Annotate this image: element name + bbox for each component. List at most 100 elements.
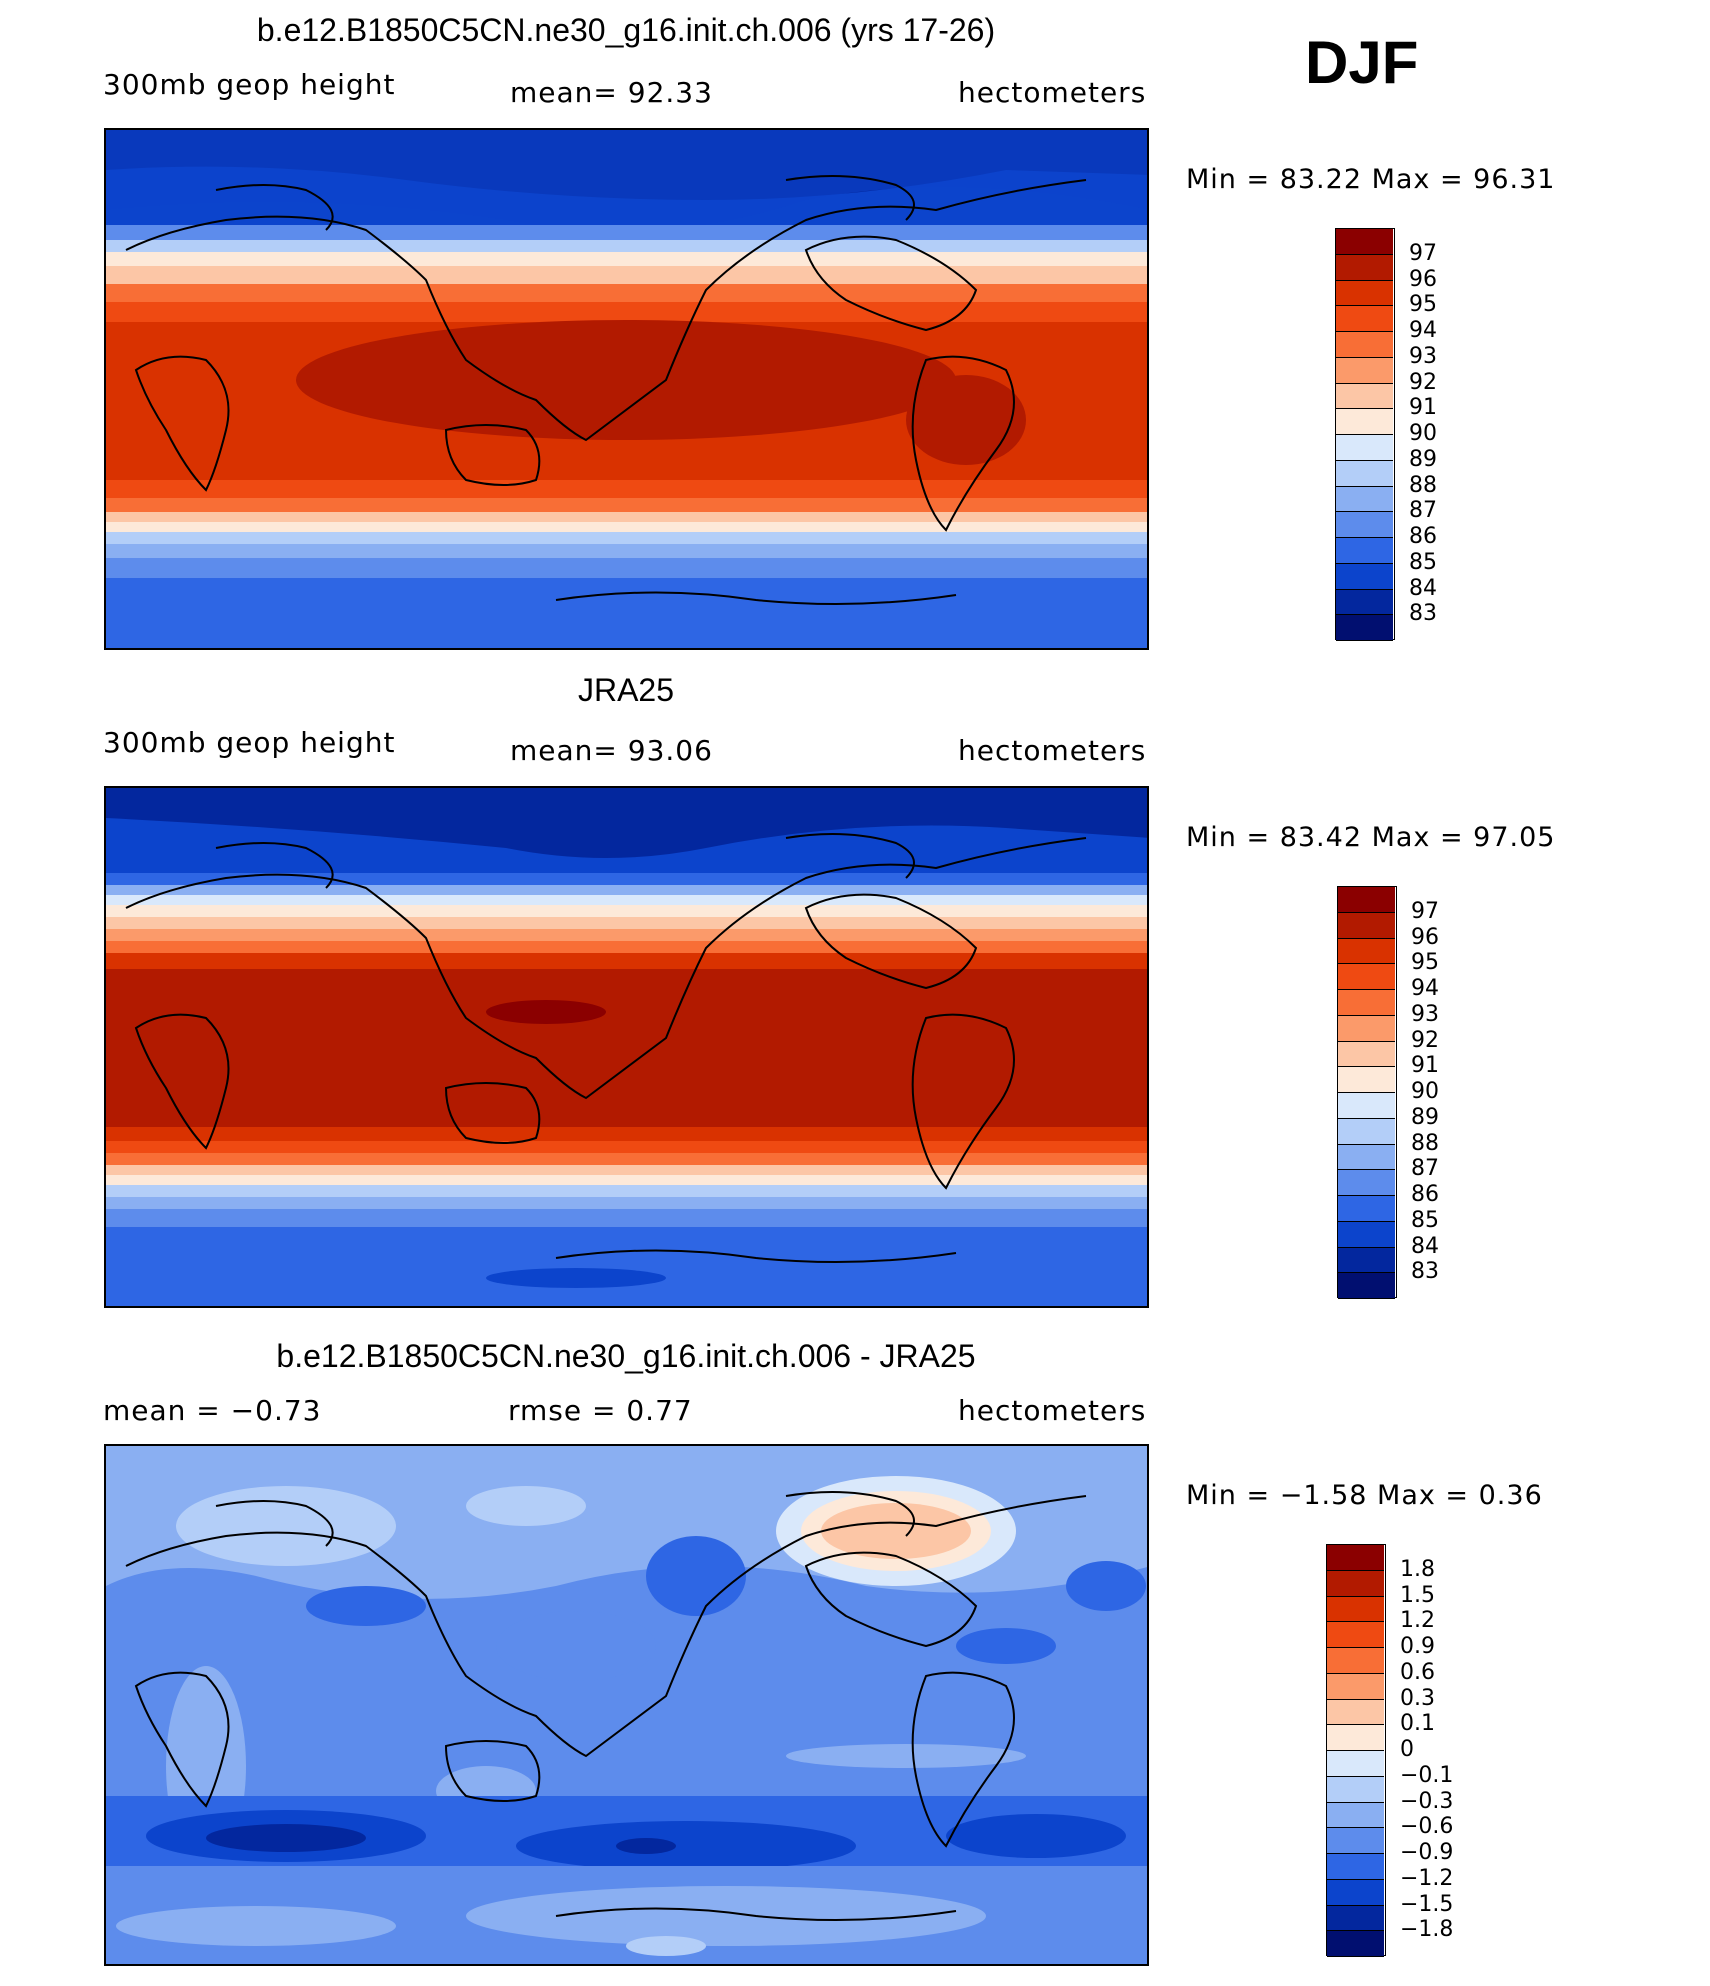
panel-minmax-model: Min = 83.22 Max = 96.31 bbox=[1186, 164, 1556, 195]
colorbar-tick-label: −0.1 bbox=[1400, 1762, 1454, 1788]
colorbar-swatch bbox=[1338, 1247, 1395, 1274]
colorbar-tick-label: −1.5 bbox=[1400, 1891, 1454, 1917]
colorbar-tick-label: 83 bbox=[1411, 1259, 1439, 1285]
colorbar-swatch bbox=[1336, 254, 1393, 281]
panel-minmax-obs: Min = 83.42 Max = 97.05 bbox=[1186, 822, 1556, 853]
colorbar-swatch bbox=[1327, 1725, 1384, 1751]
colorbar-swatch bbox=[1327, 1699, 1384, 1726]
colorbar-swatch bbox=[1338, 1144, 1395, 1171]
colorbar-swatch bbox=[1327, 1648, 1384, 1674]
panel-minmax-diff: Min = −1.58 Max = 0.36 bbox=[1186, 1480, 1543, 1511]
colorbar-boxes-model bbox=[1335, 228, 1395, 641]
panel-mean-label-obs: mean= 93.06 bbox=[510, 734, 713, 767]
colorbar-tick-label: 94 bbox=[1409, 318, 1437, 343]
colorbar-tick-label: 87 bbox=[1411, 1156, 1439, 1182]
colorbar-swatch bbox=[1338, 887, 1395, 913]
colorbar-tick-label: −1.8 bbox=[1400, 1917, 1454, 1943]
panel-title-model: b.e12.B1850C5CN.ne30_g16.init.ch.006 (yr… bbox=[256, 12, 996, 48]
colorbar-swatch bbox=[1336, 486, 1393, 513]
colorbar-swatch bbox=[1338, 990, 1395, 1016]
colorbar-tick-label: 95 bbox=[1411, 950, 1439, 976]
panel-title-obs: JRA25 bbox=[577, 672, 675, 708]
colorbar-tick-label: −1.2 bbox=[1400, 1865, 1454, 1891]
colorbar-swatch bbox=[1338, 1170, 1395, 1196]
colorbar-swatch bbox=[1327, 1854, 1384, 1880]
colorbar-tick-label: 1.8 bbox=[1400, 1556, 1435, 1582]
panel-title-diff: b.e12.B1850C5CN.ne30_g16.init.ch.006 - J… bbox=[276, 1338, 976, 1374]
colorbar-swatch bbox=[1338, 938, 1395, 965]
colorbar-swatch bbox=[1327, 1905, 1384, 1932]
map-panel-diff bbox=[104, 1444, 1149, 1966]
colorbar-swatch bbox=[1338, 912, 1395, 939]
colorbar-boxes-diff bbox=[1326, 1544, 1386, 1957]
map-obs-svg bbox=[106, 788, 1147, 1306]
colorbar-boxes-obs bbox=[1337, 886, 1397, 1299]
colorbar-swatch bbox=[1338, 1093, 1395, 1119]
colorbar-swatch bbox=[1338, 1015, 1395, 1042]
colorbar-tick-label: 95 bbox=[1409, 292, 1437, 318]
colorbar-swatch bbox=[1327, 1802, 1384, 1829]
colorbar-swatch bbox=[1327, 1931, 1384, 1957]
colorbar-tick-label: 88 bbox=[1411, 1130, 1439, 1156]
colorbar-swatch bbox=[1336, 332, 1393, 358]
colorbar-tick-label: 92 bbox=[1411, 1027, 1439, 1053]
colorbar-swatch bbox=[1336, 538, 1393, 564]
panel-left-label-model: 300mb geop height bbox=[103, 68, 396, 101]
colorbar-swatch bbox=[1338, 1273, 1395, 1299]
map-panel-obs bbox=[104, 786, 1149, 1308]
colorbar-tick-label: 86 bbox=[1411, 1182, 1439, 1207]
panel-rmse-label-diff: rmse = 0.77 bbox=[508, 1394, 693, 1427]
season-label: DJF bbox=[1305, 29, 1419, 96]
colorbar-tick-label: 0.3 bbox=[1400, 1685, 1435, 1711]
colorbar-tick-label: −0.6 bbox=[1400, 1814, 1454, 1840]
colorbar-swatch bbox=[1338, 1041, 1395, 1068]
colorbar-tick-label: 94 bbox=[1411, 976, 1439, 1001]
colorbar-swatch bbox=[1327, 1673, 1384, 1700]
colorbar-tick-label: 0.6 bbox=[1400, 1659, 1435, 1685]
colorbar-tick-label: 1.2 bbox=[1400, 1608, 1435, 1634]
colorbar-tick-label: 89 bbox=[1409, 446, 1437, 472]
colorbar-swatch bbox=[1338, 1221, 1395, 1248]
colorbar-swatch bbox=[1327, 1751, 1384, 1777]
panel-left-label-obs: 300mb geop height bbox=[103, 726, 396, 759]
colorbar-swatch bbox=[1327, 1622, 1384, 1648]
colorbar-tick-label: 92 bbox=[1409, 369, 1437, 395]
colorbar-tick-label: 90 bbox=[1409, 421, 1437, 446]
colorbar-tick-label: 96 bbox=[1409, 266, 1437, 292]
colorbar-tick-label: 0.9 bbox=[1400, 1634, 1435, 1659]
colorbar-tick-label: 88 bbox=[1409, 472, 1437, 498]
panel-units-label-diff: hectometers bbox=[958, 1394, 1147, 1427]
colorbar-tick-label: 87 bbox=[1409, 498, 1437, 524]
colorbar-swatch bbox=[1336, 615, 1393, 641]
colorbar-swatch bbox=[1336, 280, 1393, 307]
colorbar-swatch bbox=[1327, 1879, 1384, 1906]
colorbar-tick-label: 84 bbox=[1409, 575, 1437, 601]
colorbar-swatch bbox=[1336, 512, 1393, 538]
colorbar-tick-label: 91 bbox=[1411, 1053, 1439, 1079]
colorbar-tick-label: 91 bbox=[1409, 395, 1437, 421]
colorbar-tick-label: −0.9 bbox=[1400, 1840, 1454, 1865]
colorbar-swatch bbox=[1336, 589, 1393, 616]
colorbar-tick-label: 84 bbox=[1411, 1233, 1439, 1259]
colorbar-swatch bbox=[1327, 1596, 1384, 1623]
colorbar-swatch bbox=[1327, 1828, 1384, 1854]
colorbar-tick-label: 96 bbox=[1411, 924, 1439, 950]
colorbar-tick-label: 89 bbox=[1411, 1104, 1439, 1130]
colorbar-swatch bbox=[1327, 1776, 1384, 1803]
colorbar-tick-label: 93 bbox=[1409, 343, 1437, 369]
colorbar-swatch bbox=[1336, 435, 1393, 461]
colorbar-swatch bbox=[1336, 409, 1393, 435]
colorbar-swatch bbox=[1336, 357, 1393, 384]
map-panel-model bbox=[104, 128, 1149, 650]
colorbar-swatch bbox=[1336, 460, 1393, 487]
panel-units-label-obs: hectometers bbox=[958, 734, 1147, 767]
colorbar-tick-label: 0 bbox=[1400, 1737, 1414, 1762]
colorbar-tick-label: 86 bbox=[1409, 524, 1437, 549]
colorbar-tick-label: 0.1 bbox=[1400, 1711, 1435, 1737]
panel-units-label-model: hectometers bbox=[958, 76, 1147, 109]
colorbar-tick-label: 90 bbox=[1411, 1079, 1439, 1104]
colorbar-tick-label: −0.3 bbox=[1400, 1788, 1454, 1814]
colorbar-tick-label: 83 bbox=[1409, 601, 1437, 627]
colorbar-swatch bbox=[1336, 563, 1393, 590]
map-model-svg bbox=[106, 130, 1147, 648]
